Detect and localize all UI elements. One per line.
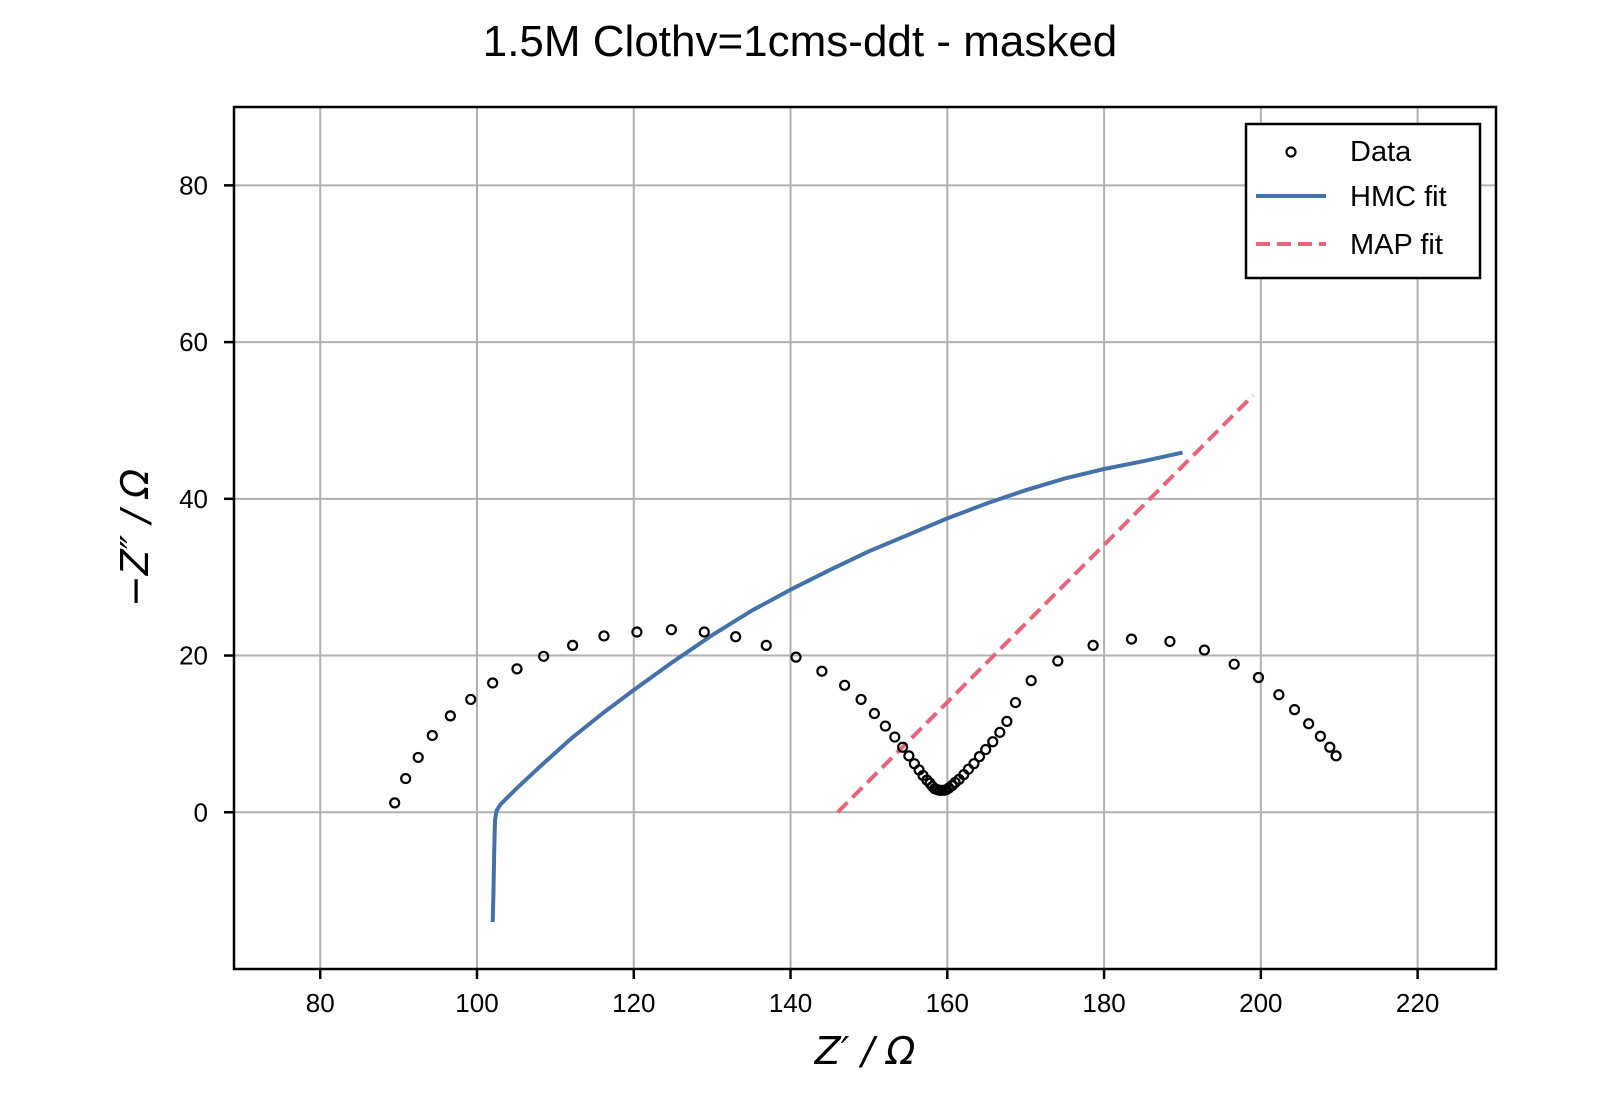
data-point <box>1164 635 1176 648</box>
data-point <box>921 774 933 786</box>
data-point <box>1228 658 1240 670</box>
data-point <box>1273 689 1285 701</box>
data-point <box>1009 696 1022 709</box>
data-point <box>444 710 456 722</box>
data-point <box>1087 639 1099 651</box>
data-point <box>968 758 980 770</box>
y-tick-label: 20 <box>179 641 208 671</box>
data-point <box>946 780 958 792</box>
data-point <box>1324 741 1336 753</box>
data-point <box>426 729 438 742</box>
x-axis: 80 100 120 140 160 180 200 220 <box>306 969 1439 1018</box>
data-point <box>868 707 881 720</box>
data-point <box>903 750 915 762</box>
data-point <box>730 631 742 643</box>
data-point <box>511 663 523 675</box>
data-point <box>698 626 710 638</box>
data-point <box>389 797 401 809</box>
x-tick-label: 200 <box>1239 988 1282 1018</box>
data-point <box>987 736 999 748</box>
data-point <box>897 741 909 753</box>
data-point <box>1125 633 1138 645</box>
y-axis: 0 20 40 60 80 <box>179 170 234 827</box>
legend-data-label: Data <box>1350 136 1412 168</box>
data-point <box>1330 750 1342 762</box>
y-tick-label: 40 <box>179 484 208 514</box>
data-point <box>1252 671 1265 684</box>
y-tick-label: 60 <box>179 327 208 357</box>
data-point <box>879 720 891 732</box>
data-point <box>816 665 828 677</box>
legend-data-marker <box>1285 146 1297 158</box>
data-point <box>994 726 1006 738</box>
data-point <box>400 772 412 785</box>
data-point <box>412 751 424 764</box>
data-point <box>538 650 550 662</box>
y-tick-label: 80 <box>179 170 208 200</box>
x-axis-label: Z′ / Ω <box>814 1029 916 1073</box>
data-point <box>567 639 579 651</box>
chart-title: 1.5M Clothv=1cms-ddt - masked <box>483 17 1118 66</box>
series-data <box>389 624 1342 809</box>
x-tick-label: 180 <box>1082 988 1125 1018</box>
y-gridlines <box>234 184 1496 814</box>
data-point <box>487 677 499 689</box>
data-point <box>465 693 477 706</box>
data-point <box>1288 704 1301 716</box>
legend-box <box>1244 122 1482 280</box>
legend-hmc-label: HMC fit <box>1350 181 1447 213</box>
data-point <box>1025 675 1037 687</box>
data-point <box>980 743 992 756</box>
data-point <box>665 624 677 636</box>
legend-map-label: MAP fit <box>1350 229 1443 261</box>
data-point <box>1052 655 1064 667</box>
data-point <box>973 751 986 763</box>
data-point <box>631 626 643 638</box>
data-point <box>839 679 851 691</box>
x-tick-label: 220 <box>1396 988 1439 1018</box>
y-axis-label: −Z″ / Ω <box>113 469 157 607</box>
data-point <box>790 651 802 663</box>
map-fit-line <box>836 393 1255 814</box>
x-tick-label: 80 <box>306 988 335 1018</box>
x-tick-label: 100 <box>455 988 498 1018</box>
data-point <box>1303 718 1315 730</box>
hmc-fit-line <box>490 450 1183 923</box>
data-point <box>598 630 610 642</box>
x-tick-label: 160 <box>926 988 969 1018</box>
data-point <box>760 639 772 651</box>
series-hmc-fit <box>490 450 1183 923</box>
legend: Data HMC fit MAP fit <box>1244 122 1482 280</box>
series-map-fit <box>836 393 1255 814</box>
plot-area <box>389 393 1342 923</box>
x-tick-label: 120 <box>612 988 655 1018</box>
data-point <box>1198 644 1211 656</box>
data-point <box>1314 730 1327 742</box>
data-point <box>855 693 867 706</box>
x-tick-label: 140 <box>769 988 812 1018</box>
plot-frame <box>232 105 1498 971</box>
data-point <box>1001 715 1013 727</box>
y-tick-label: 0 <box>194 797 208 827</box>
data-point <box>889 731 901 743</box>
